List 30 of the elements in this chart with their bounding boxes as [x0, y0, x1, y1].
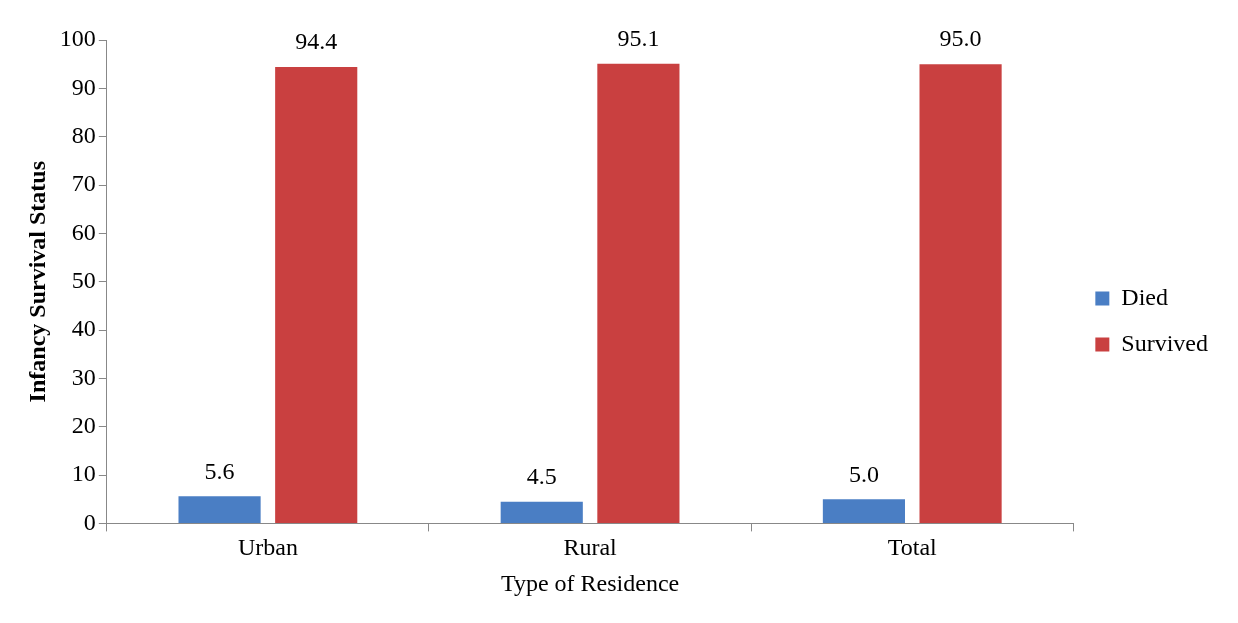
bar: [597, 63, 680, 523]
data-label: 5.6: [204, 457, 235, 484]
y-tick-label: 50: [71, 267, 96, 293]
bar: [919, 64, 1002, 523]
y-tick-label: 0: [83, 508, 96, 535]
y-tick-label: 40: [71, 315, 96, 342]
data-label: 95.0: [939, 25, 982, 52]
y-tick-label: 70: [71, 170, 96, 197]
y-tick-label: 30: [71, 363, 96, 390]
bar: [178, 496, 261, 523]
y-tick-label: 10: [71, 460, 96, 487]
data-label: 4.5: [526, 462, 557, 489]
x-tick-label: Rural: [563, 534, 618, 561]
data-label: 5.0: [848, 460, 879, 487]
bar: [822, 499, 905, 523]
x-tick-label: Total: [887, 534, 938, 561]
y-tick-label: 60: [71, 218, 96, 245]
bar: [500, 501, 583, 523]
x-axis-title: Type of Residence: [500, 569, 680, 596]
data-label: 95.1: [617, 24, 660, 51]
data-label: 94.4: [295, 28, 338, 55]
legend-label: Died: [1121, 283, 1168, 310]
legend-label: Survived: [1121, 329, 1209, 356]
bar: [275, 67, 358, 523]
y-tick-label: 100: [59, 25, 96, 52]
x-tick-label: Urban: [237, 534, 298, 561]
y-tick-label: 90: [71, 73, 96, 100]
y-tick-label: 80: [71, 121, 96, 148]
y-tick-label: 20: [71, 412, 96, 439]
y-axis-title: Infancy Survival Status: [23, 161, 50, 403]
